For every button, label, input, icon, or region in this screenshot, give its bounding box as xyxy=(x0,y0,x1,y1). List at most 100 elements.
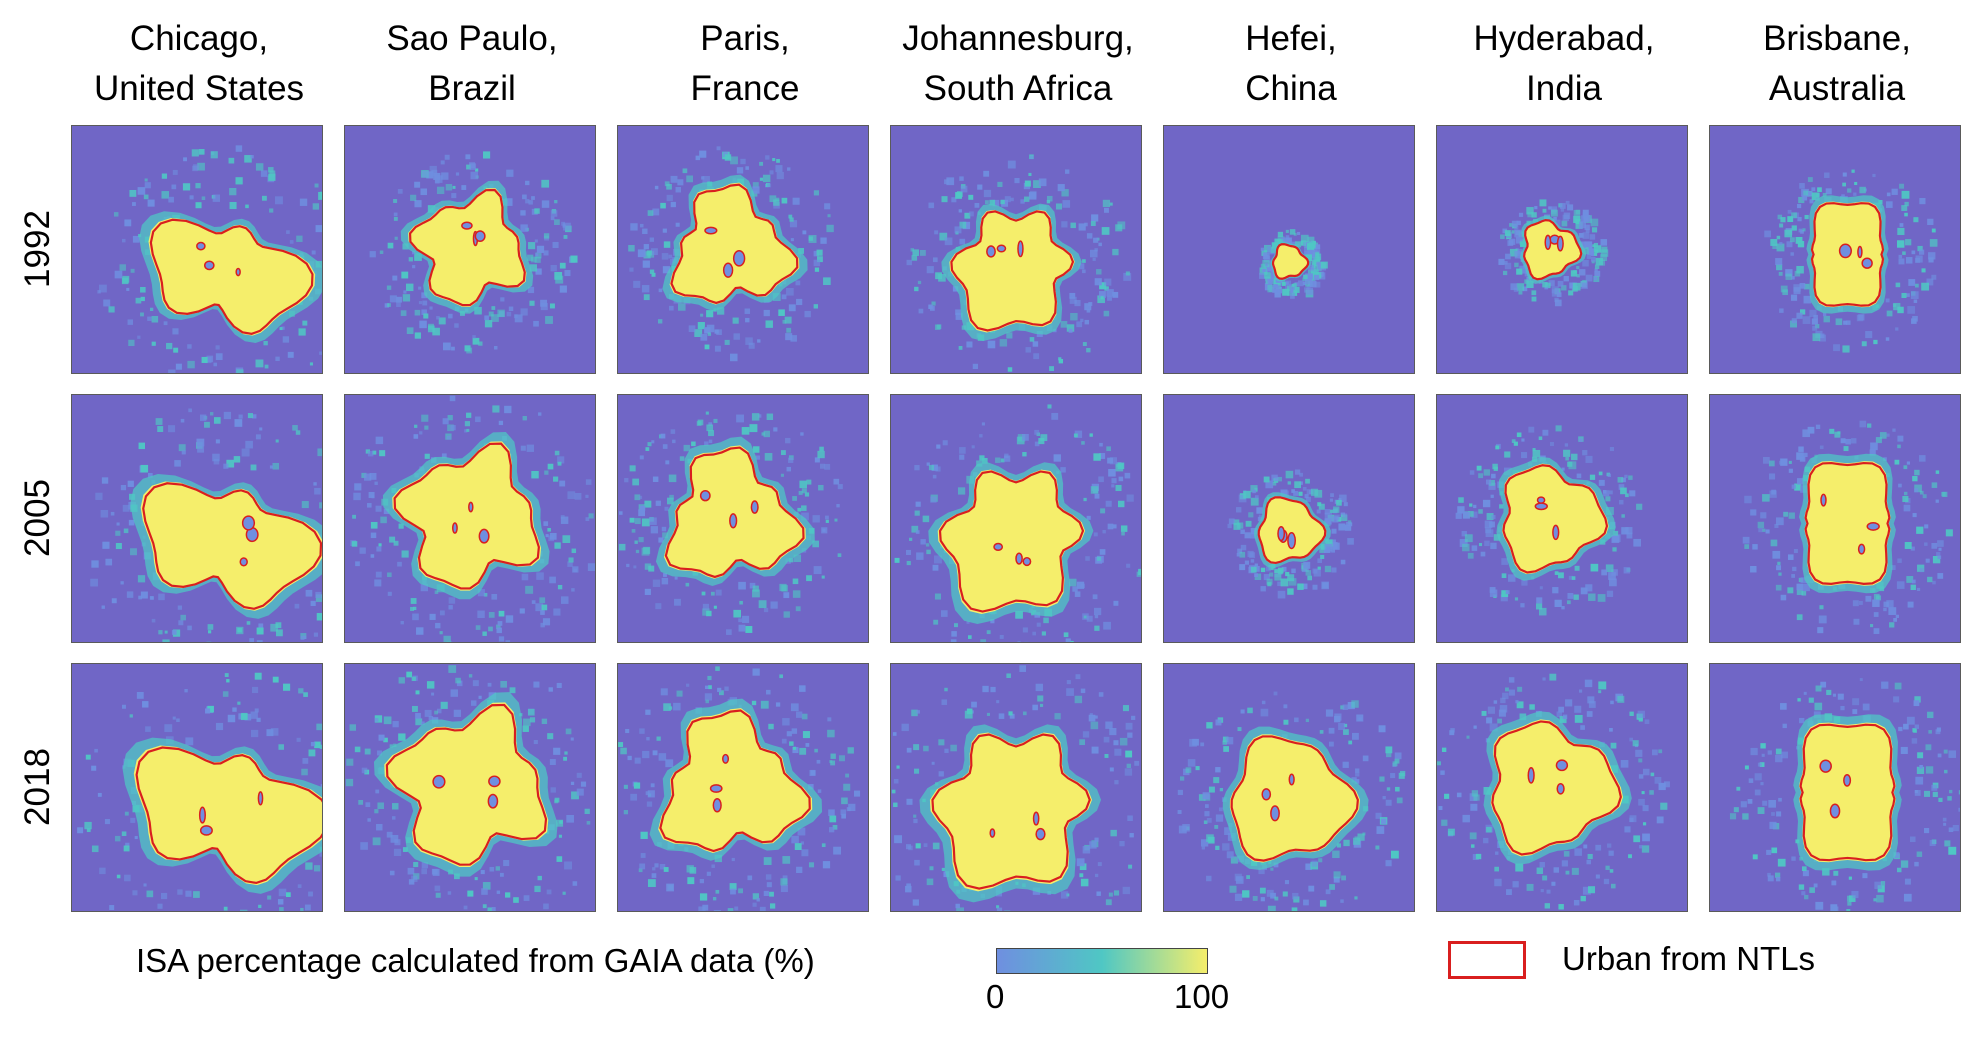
ntl-urban-outline xyxy=(1230,735,1359,862)
ntl-urban-hole xyxy=(712,797,722,813)
ntl-urban-hole xyxy=(1819,759,1832,773)
ntl-urban-hole xyxy=(241,515,256,531)
map-panel-brisbane-1992 xyxy=(1709,125,1961,374)
col-header-sao-paulo: Sao Paulo, Brazil xyxy=(386,19,558,108)
col-header-paris: Paris, France xyxy=(690,19,800,108)
ntl-urban-outline xyxy=(931,733,1091,890)
map-panel-sao-paulo-2018 xyxy=(344,663,596,912)
ntl-urban-hole xyxy=(1536,496,1546,504)
map-panel-hefei-2005 xyxy=(1163,394,1415,643)
ntl-urban-hole xyxy=(996,244,1007,253)
isa-colorbar xyxy=(996,948,1208,974)
map-panel-johannesburg-1992 xyxy=(890,125,1142,374)
map-panel-brisbane-2005 xyxy=(1709,394,1961,643)
ntl-urban-hole xyxy=(235,267,241,277)
isa-high-core xyxy=(1502,463,1609,575)
map-panel-paris-2005 xyxy=(617,394,869,643)
ntl-urban-outline xyxy=(135,746,322,885)
isa-halo-pixels xyxy=(369,151,578,354)
ntl-urban-hole xyxy=(1866,522,1880,531)
ntl-urban-hole xyxy=(729,513,738,529)
isa-halo-pixels xyxy=(628,146,834,362)
isa-high-core xyxy=(658,708,813,853)
map-panel-johannesburg-2005 xyxy=(890,394,1142,643)
ntl-urban-hole xyxy=(1857,543,1866,555)
ntl-urban-outline xyxy=(393,442,540,590)
ntl-urban-hole xyxy=(1261,788,1272,801)
ntl-urban-hole xyxy=(1277,525,1286,542)
isa-high-core xyxy=(663,445,806,579)
row-label-2018: 2018 xyxy=(18,748,57,826)
ntl-urban-outline xyxy=(149,218,314,335)
isa-high-core xyxy=(408,188,527,307)
ntl-urban-hole xyxy=(1032,811,1040,826)
isa-high-core xyxy=(1229,734,1361,863)
map-panel-paris-2018 xyxy=(617,663,869,912)
ntl-urban-hole xyxy=(468,501,474,513)
ntl-urban-hole xyxy=(1288,773,1295,786)
isa-legend-label: ISA percentage calculated from GAIA data… xyxy=(136,942,815,979)
ntl-urban-outline xyxy=(385,703,548,866)
ntl-urban-hole xyxy=(722,262,734,278)
ntl-urban-hole xyxy=(196,241,206,251)
ntl-urban-hole xyxy=(432,774,446,789)
ntl-urban-outline xyxy=(1810,202,1885,307)
isa-halo-pixels xyxy=(1227,469,1354,599)
map-panel-hyderabad-1992 xyxy=(1436,125,1688,374)
ntl-urban-outline xyxy=(142,482,322,610)
isa-high-core xyxy=(392,441,542,591)
ntl-urban-hole xyxy=(699,489,711,502)
ntl-urban-hole xyxy=(1287,532,1296,550)
ntl-urban-hole xyxy=(1017,240,1024,258)
ntl-urban-hole xyxy=(709,784,723,793)
ntl-urban-hole xyxy=(722,753,730,764)
ntl-urban-hole xyxy=(732,250,746,267)
ntl-urban-hole xyxy=(1527,767,1535,784)
ntl-urban-outline xyxy=(950,210,1075,332)
ntl-urban-outline xyxy=(1799,723,1896,862)
ntl-urban-hole xyxy=(1015,552,1023,565)
ntl-urban-hole xyxy=(750,500,759,514)
ntl-urban-hole xyxy=(1556,782,1565,795)
ntl-urban-hole xyxy=(198,806,206,824)
map-panel-sao-paulo-1992 xyxy=(344,125,596,374)
ntl-urban-hole xyxy=(1035,827,1046,841)
row-label-1992: 1992 xyxy=(18,210,57,288)
ntl-urban-hole xyxy=(203,260,215,271)
isa-high-core xyxy=(140,481,322,611)
ntl-urban-hole xyxy=(257,791,264,806)
ntl-urban-outline xyxy=(1502,464,1609,574)
col-header-hyderabad: Hyderabad, India xyxy=(1473,19,1655,108)
map-panel-hyderabad-2018 xyxy=(1436,663,1688,912)
ntl-urban-outline xyxy=(1257,496,1327,565)
colorbar-tick-max: 100 xyxy=(1174,978,1230,1015)
isa-high-core xyxy=(669,182,800,305)
ntl-urban-hole xyxy=(1857,245,1863,259)
map-panel-johannesburg-2018 xyxy=(890,663,1142,912)
ntl-urban-hole xyxy=(1544,234,1552,251)
ntl-urban-outline xyxy=(408,188,526,307)
ntl-urban-hole xyxy=(1555,759,1569,772)
ntl-urban-hole xyxy=(461,221,473,230)
ntl-urban-outline xyxy=(659,709,811,853)
map-panel-chicago-1992 xyxy=(71,125,323,374)
isa-halo-pixels xyxy=(345,665,591,911)
ntl-urban-hole xyxy=(1556,235,1564,252)
isa-high-core xyxy=(1804,461,1891,586)
ntl-urban-hole xyxy=(1534,502,1548,511)
ntl-urban-hole xyxy=(1552,524,1560,541)
ntl-urban-hole xyxy=(199,825,213,836)
isa-high-core xyxy=(384,702,549,868)
ntl-urban-outline xyxy=(1271,243,1310,280)
ntl-urban-hole xyxy=(474,230,486,243)
map-panel-hefei-1992 xyxy=(1163,125,1415,374)
urban-outline-swatch xyxy=(1448,941,1526,979)
isa-high-core xyxy=(1799,722,1896,863)
map-panel-brisbane-2018 xyxy=(1709,663,1961,912)
ntl-urban-hole xyxy=(487,793,499,809)
map-panel-paris-1992 xyxy=(617,125,869,374)
col-header-hefei: Hefei, China xyxy=(1245,19,1337,108)
ntl-urban-hole xyxy=(478,528,490,544)
ntl-urban-outline xyxy=(670,183,799,305)
ntl-urban-hole xyxy=(993,542,1004,551)
